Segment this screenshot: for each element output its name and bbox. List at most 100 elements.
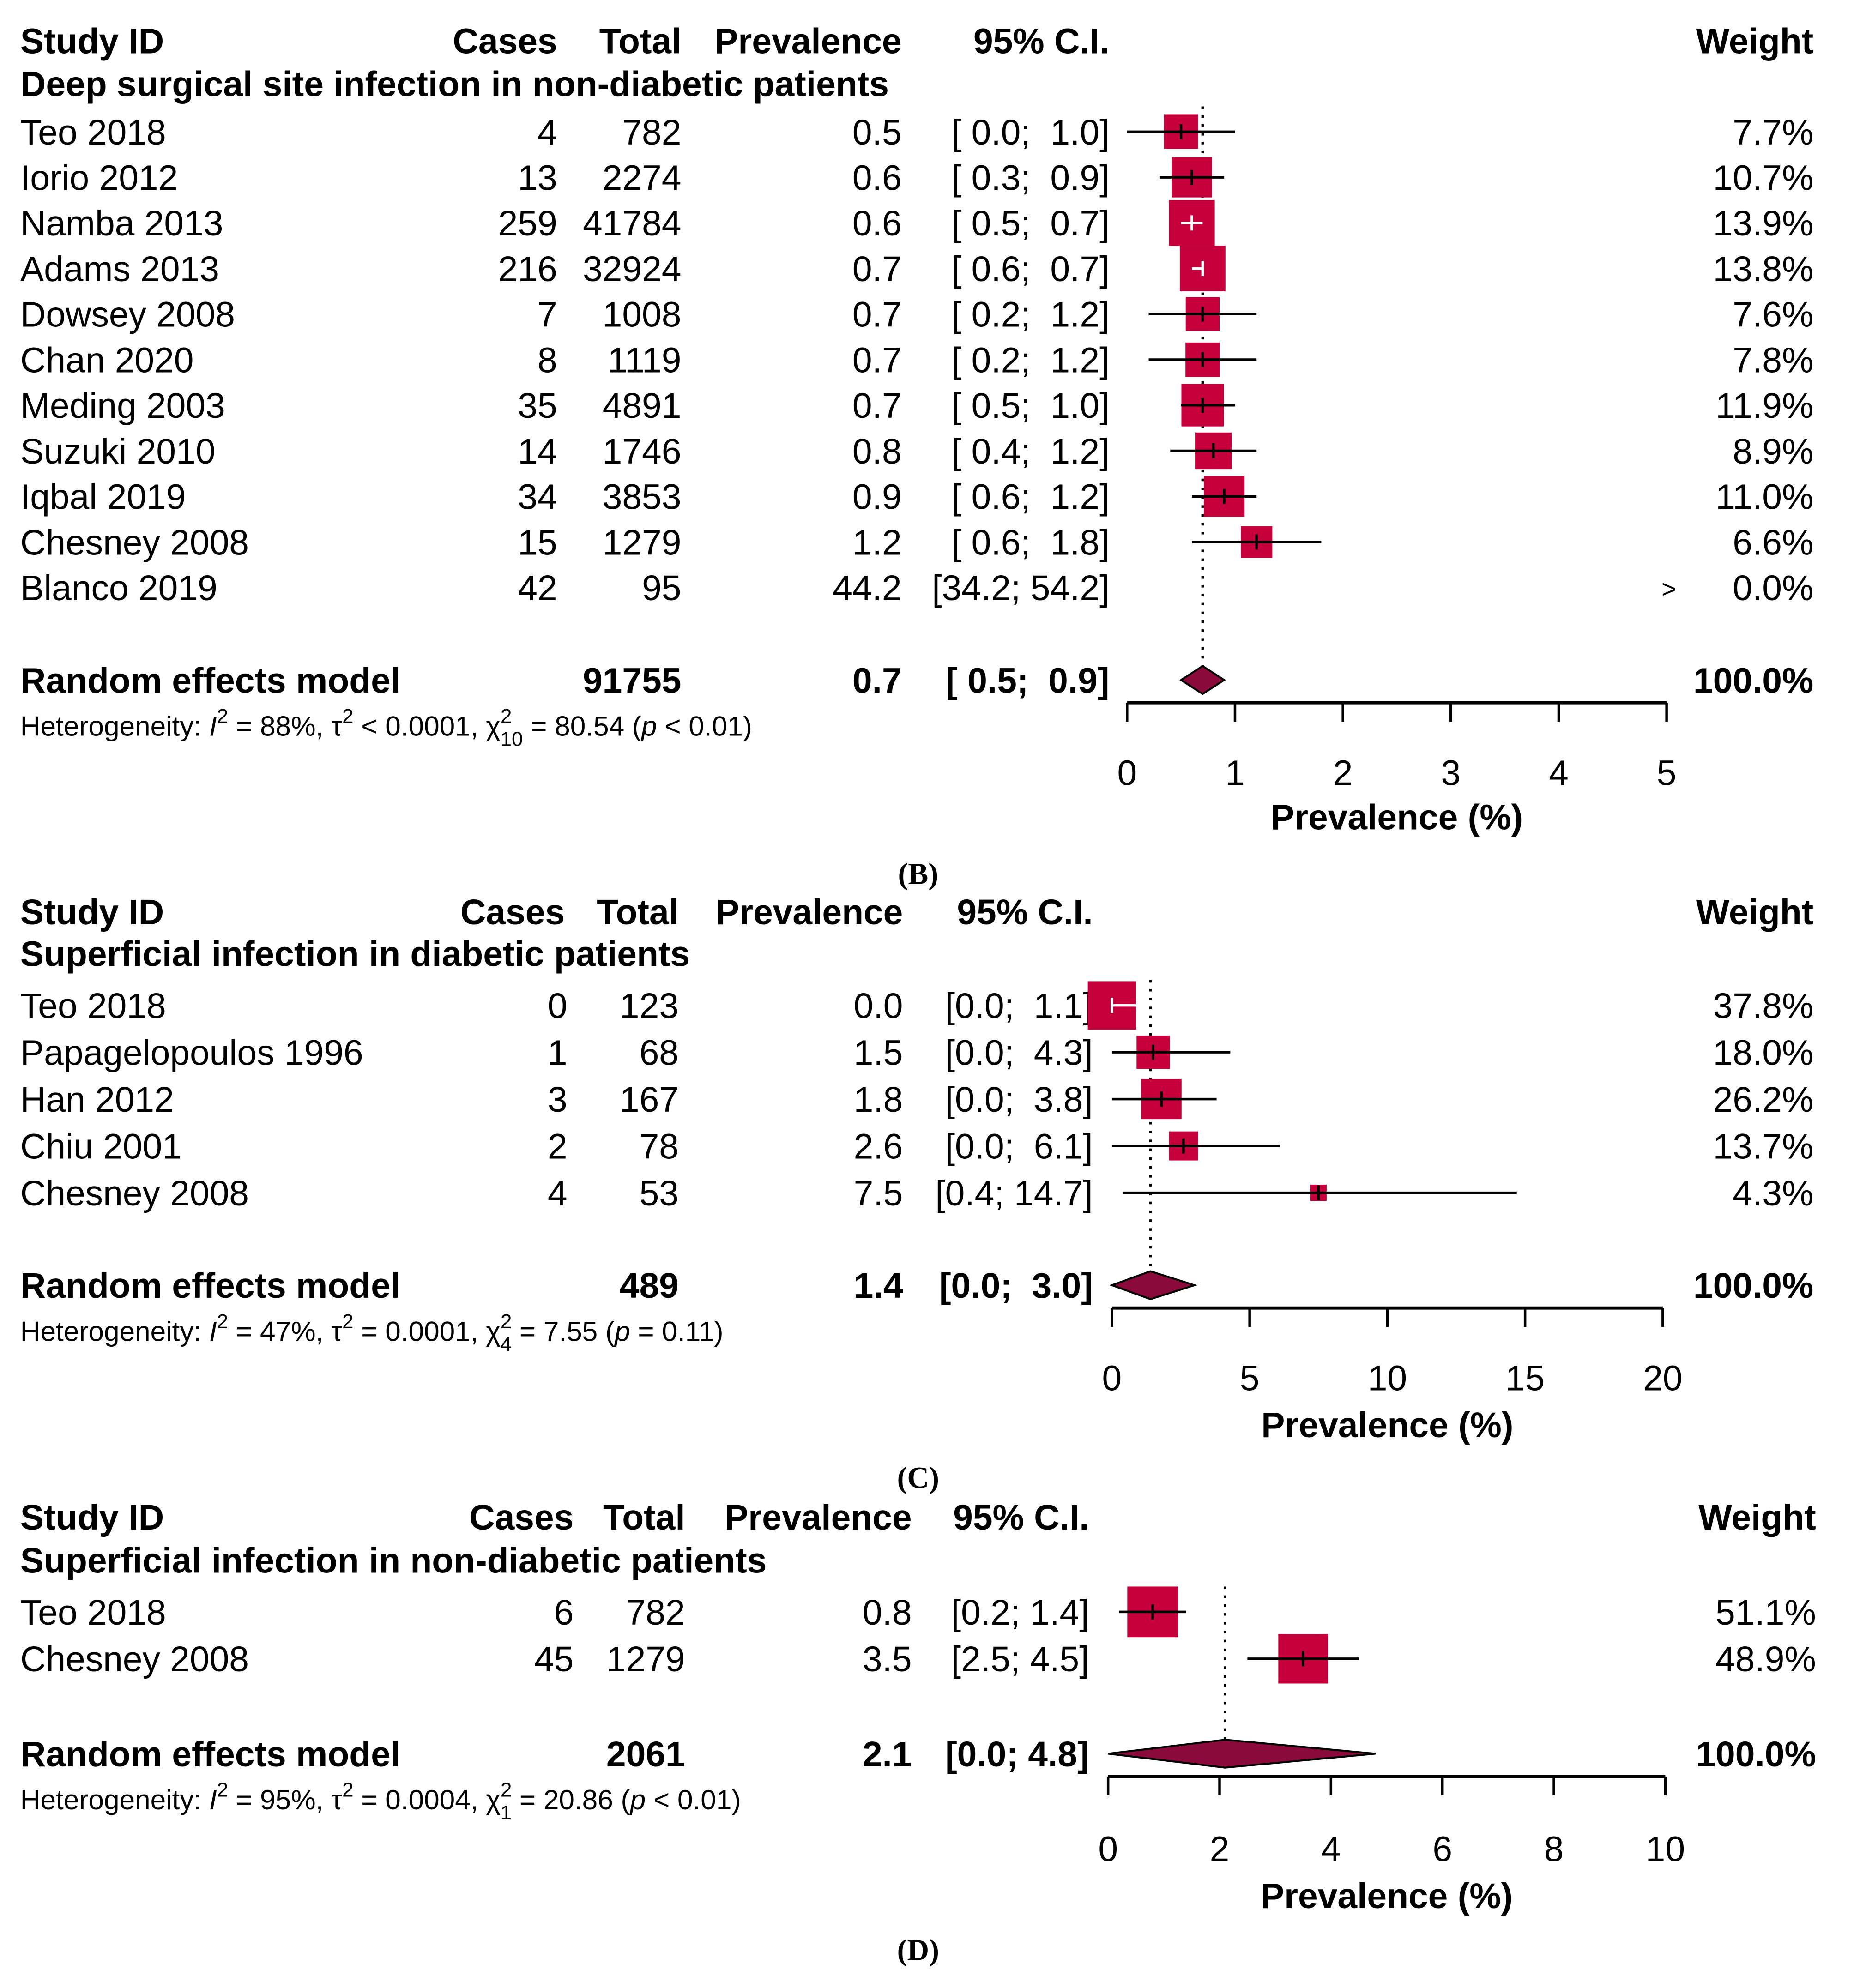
total-value: 123	[620, 986, 679, 1026]
het-p: = 0.11)	[630, 1315, 724, 1347]
ci-value: [ 0.5; 1.0]	[952, 386, 1109, 426]
ci-value: [ 0.0; 1.0]	[952, 113, 1109, 152]
total-value: 4891	[603, 386, 682, 426]
weight-value: 18.0%	[1713, 1033, 1814, 1073]
subgroup-title: Superficial infection in diabetic patien…	[20, 934, 690, 974]
axis-tick-label: 0	[1117, 753, 1137, 793]
het-part: p	[614, 1315, 630, 1347]
axis-tick-label: 8	[1544, 1830, 1564, 1869]
header-prevalence: Prevalence	[716, 892, 903, 932]
forest-panel-c: Study ID Cases Total Prevalence 95% C.I. Weig…	[20, 892, 1813, 1494]
header-ci: 95% C.I.	[973, 21, 1109, 61]
het-part: 2	[501, 1779, 512, 1801]
study-row: Chesney 2008 15 1279 1.2 [ 0.6; 1.8] 6.6%	[20, 523, 1813, 562]
prevalence-value: 0.7	[852, 340, 902, 380]
study-row: Dowsey 2008 7 1008 0.7 [ 0.2; 1.2] 7.6%	[20, 295, 1813, 335]
study-name: Chesney 2008	[20, 1639, 249, 1679]
header-total: Total	[597, 892, 679, 932]
model-prevalence: 2.1	[863, 1735, 912, 1774]
header-study: Study ID	[20, 892, 164, 932]
prevalence-value: 0.0	[854, 986, 903, 1026]
model-label: Random effects model	[20, 661, 400, 700]
het-p: < 0.01)	[646, 1784, 741, 1815]
total-value: 95	[642, 568, 681, 608]
header-study: Study ID	[20, 21, 164, 61]
study-row: Teo 2018 6 782 0.8 [0.2; 1.4] 51.1%	[20, 1586, 1816, 1638]
cases-value: 15	[518, 523, 557, 562]
study-name: Teo 2018	[20, 986, 166, 1026]
model-total: 2061	[606, 1735, 685, 1774]
study-row: Teo 2018 4 782 0.5 [ 0.0; 1.0] 7.7%	[20, 113, 1813, 152]
header-weight: Weight	[1696, 21, 1813, 61]
prevalence-value: 1.2	[852, 523, 902, 562]
het-chi-df: 4	[501, 1333, 512, 1355]
study-name: Chesney 2008	[20, 1174, 249, 1213]
ci-value: [0.2; 1.4]	[951, 1593, 1089, 1633]
het-part: χ	[486, 711, 501, 742]
het-chi-df: 1	[501, 1801, 512, 1824]
study-name: Iorio 2012	[20, 158, 178, 198]
total-value: 1008	[603, 295, 682, 335]
weight-value: 11.9%	[1715, 386, 1813, 426]
x-axis-label: Prevalence (%)	[1261, 1405, 1513, 1445]
model-prevalence: 0.7	[852, 661, 902, 700]
weight-value: 7.6%	[1733, 295, 1813, 335]
het-i2: = 88%,	[228, 711, 331, 742]
study-name: Chan 2020	[20, 340, 194, 380]
het-part: 2	[342, 705, 353, 728]
total-value: 41784	[583, 204, 681, 243]
model-weight: 100.0%	[1693, 1266, 1813, 1306]
study-name: Papagelopoulos 1996	[20, 1033, 363, 1073]
cases-value: 0	[548, 986, 568, 1026]
header-prevalence: Prevalence	[725, 1498, 912, 1537]
total-value: 3853	[603, 477, 682, 517]
study-row: Namba 2013 259 41784 0.6 [ 0.5; 0.7] 13.9%	[20, 200, 1813, 246]
weight-value: 37.8%	[1713, 986, 1814, 1026]
het-part: I	[209, 711, 217, 742]
axis-tick-label: 2	[1333, 753, 1353, 793]
axis-tick-label: 4	[1321, 1830, 1341, 1869]
study-name: Suzuki 2010	[20, 432, 216, 471]
ci-value: [0.0; 3.8]	[945, 1080, 1093, 1120]
prevalence-value: 0.6	[852, 158, 902, 198]
cases-value: 4	[548, 1174, 568, 1213]
heterogeneity-stats: Heterogeneity: I2 = 47%, τ2 = 0.0001, χ2…	[20, 1310, 724, 1355]
axis-tick-label: 5	[1240, 1358, 1260, 1398]
cases-value: 6	[554, 1593, 574, 1633]
cases-value: 35	[518, 386, 557, 426]
cases-value: 7	[537, 295, 557, 335]
axis-tick-label: 2	[1210, 1830, 1230, 1869]
prevalence-value: 1.5	[854, 1033, 903, 1073]
total-value: 1746	[603, 432, 682, 471]
study-row: Chiu 2001 2 78 2.6 [0.0; 6.1] 13.7%	[20, 1127, 1813, 1167]
x-axis: 0 5 10 15 20 Prevalence (%)	[1102, 1306, 1683, 1445]
axis-tick-label: 6	[1432, 1830, 1452, 1869]
het-part: 2	[217, 1310, 228, 1333]
random-effects-row: Random effects model 2061 2.1 [0.0; 4.8] 100…	[20, 1735, 1816, 1774]
het-part: p	[640, 711, 657, 742]
cases-value: 14	[518, 432, 557, 471]
study-row: Iqbal 2019 34 3853 0.9 [ 0.6; 1.2] 11.0%	[20, 476, 1813, 517]
total-value: 78	[640, 1127, 679, 1167]
study-name: Han 2012	[20, 1080, 174, 1120]
weight-value: 0.0%	[1733, 568, 1813, 608]
weight-value: 26.2%	[1713, 1080, 1814, 1120]
cases-value: 259	[498, 204, 557, 243]
header-cases: Cases	[453, 21, 557, 61]
ci-value: [2.5; 4.5]	[951, 1639, 1089, 1679]
het-tau2: < 0.0001,	[353, 711, 486, 742]
study-name: Blanco 2019	[20, 568, 217, 608]
subgroup-title: Deep surgical site infection in non-diab…	[20, 65, 889, 104]
pooled-diamond	[1179, 665, 1226, 695]
ci-value: [0.0; 1.1]	[945, 986, 1093, 1026]
study-name: Teo 2018	[20, 113, 166, 152]
ci-value: [ 0.3; 0.9]	[952, 158, 1109, 198]
subgroup-title: Superficial infection in non-diabetic pa…	[20, 1541, 767, 1580]
het-tau2: = 0.0001,	[353, 1315, 486, 1347]
total-value: 1279	[603, 523, 682, 562]
het-prefix: Heterogeneity:	[20, 1784, 209, 1815]
study-row: Chesney 2008 45 1279 3.5 [2.5; 4.5] 48.9%	[20, 1634, 1816, 1684]
study-row: Iorio 2012 13 2274 0.6 [ 0.3; 0.9] 10.7%	[20, 157, 1813, 198]
het-part: χ	[486, 1784, 501, 1815]
het-chi: = 7.55 (	[512, 1315, 615, 1347]
